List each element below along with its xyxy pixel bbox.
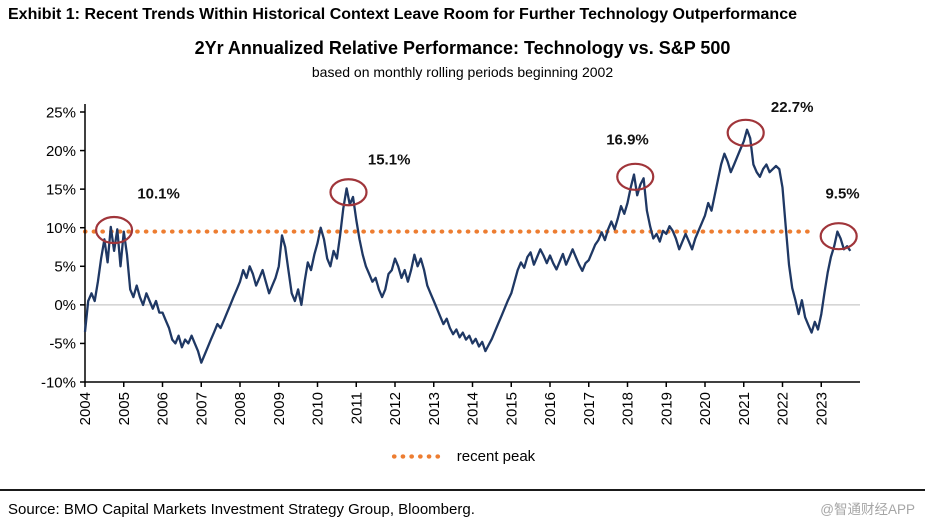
chart-title: 2Yr Annualized Relative Performance: Tec…: [194, 38, 731, 58]
x-tick-label: 2015: [503, 392, 520, 425]
peak-value-label: 9.5%: [825, 185, 859, 202]
x-tick-label: 2004: [77, 392, 94, 425]
peak-circle-annotation: [616, 162, 655, 191]
watermark: @智通财经APP: [820, 502, 915, 517]
recent-peak-legend-swatch: [391, 454, 446, 459]
y-tick-label: 0%: [54, 297, 76, 314]
y-tick-label: -10%: [41, 374, 76, 391]
x-tick-label: 2023: [813, 392, 830, 425]
y-tick-label: 20%: [46, 143, 76, 160]
source-text: Source: BMO Capital Markets Investment S…: [8, 501, 475, 518]
y-tick-label: 25%: [46, 104, 76, 121]
x-tick-label: 2019: [658, 392, 675, 425]
x-tick-label: 2022: [775, 392, 792, 425]
x-tick-label: 2016: [542, 392, 559, 425]
x-tick-label: 2014: [465, 392, 482, 425]
y-tick-label: -5%: [49, 336, 76, 353]
y-tick-label: 10%: [46, 220, 76, 237]
x-tick-label: 2008: [232, 392, 249, 425]
y-tick-label: 5%: [54, 259, 76, 276]
y-tick-label: 15%: [46, 181, 76, 198]
x-tick-label: 2007: [193, 392, 210, 425]
peak-value-label: 10.1%: [137, 185, 180, 202]
peak-value-label: 16.9%: [606, 131, 649, 148]
x-tick-label: 2020: [697, 392, 714, 425]
exhibit-title: Exhibit 1: Recent Trends Within Historic…: [8, 6, 797, 23]
x-tick-label: 2006: [155, 392, 172, 425]
legend: recent peak: [0, 448, 925, 465]
x-tick-label: 2013: [426, 392, 443, 425]
peak-value-label: 15.1%: [368, 151, 411, 168]
x-tick-label: 2005: [116, 392, 133, 425]
chart-subtitle: based on monthly rolling periods beginni…: [311, 64, 614, 80]
x-tick-label: 2009: [271, 392, 288, 425]
footer: Source: BMO Capital Markets Investment S…: [0, 489, 925, 518]
peak-circle-annotation: [94, 215, 134, 245]
peak-circle-annotation: [726, 118, 765, 147]
x-tick-label: 2017: [581, 392, 598, 425]
x-tick-label: 2011: [348, 392, 365, 424]
x-tick-label: 2018: [620, 392, 637, 425]
peak-value-label: 22.7%: [771, 99, 814, 116]
performance-line: [83, 128, 852, 364]
line-chart: 25% 20% 15% 10% 5% 0% -5% -10%2004 2005 2006 2007 2…: [41, 99, 860, 425]
peak-circle-annotation: [329, 178, 368, 207]
x-tick-label: 2021: [736, 392, 753, 425]
legend-label: recent peak: [456, 448, 536, 465]
peak-circle-annotation: [819, 222, 858, 251]
x-tick-label: 2012: [387, 392, 404, 425]
x-tick-label: 2010: [310, 392, 327, 425]
